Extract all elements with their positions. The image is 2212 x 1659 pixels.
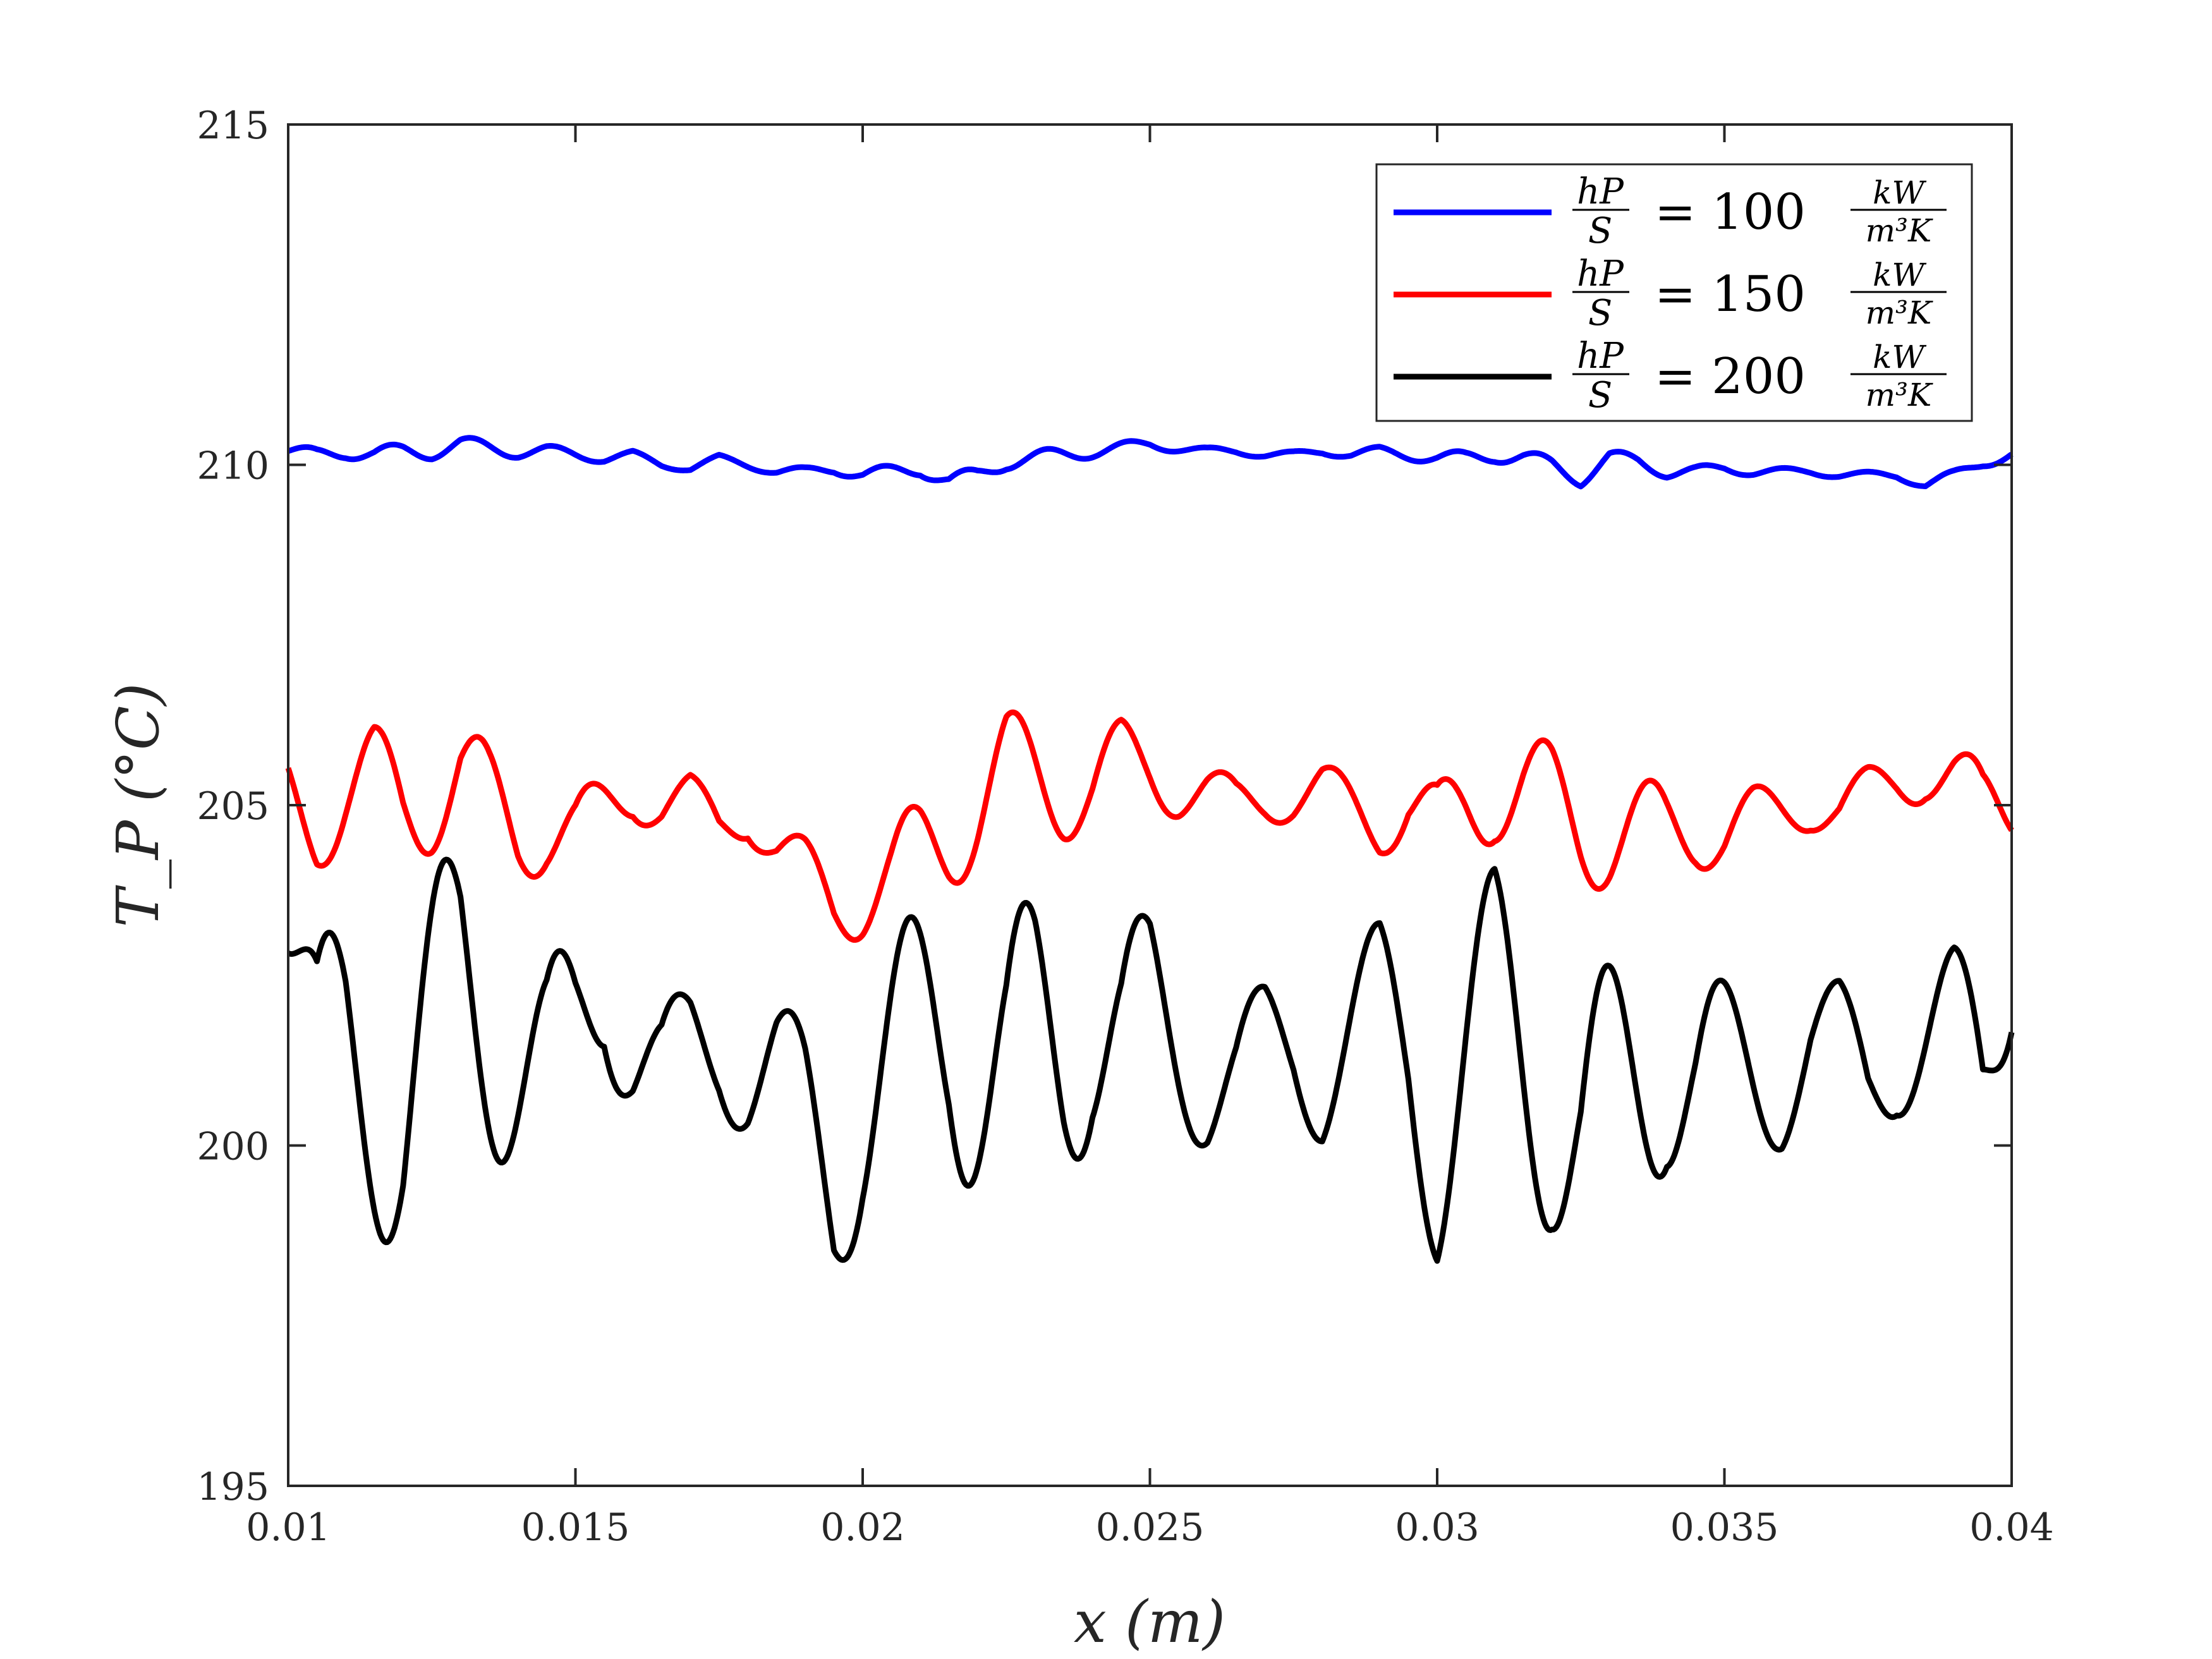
- legend-frac-den: S: [1588, 375, 1612, 416]
- legend-unit-den: m³K: [1866, 377, 1933, 413]
- x-tick-label: 0.02: [820, 1505, 905, 1550]
- x-tick-label: 0.01: [246, 1505, 331, 1550]
- legend-unit-num: kW: [1873, 174, 1926, 211]
- legend-frac-den: S: [1588, 210, 1612, 252]
- legend-unit-den: m³K: [1866, 212, 1933, 249]
- legend-value: = 100: [1655, 184, 1806, 241]
- y-tick-label: 215: [197, 104, 269, 148]
- legend-frac-den: S: [1588, 293, 1612, 334]
- series-line-100: [286, 435, 2014, 490]
- legend-frac-num: hP: [1577, 171, 1624, 212]
- legend-value: = 200: [1655, 348, 1806, 405]
- x-tick-label: 0.035: [1670, 1505, 1779, 1550]
- legend-unit-num: kW: [1873, 257, 1926, 293]
- series-layer: [285, 435, 2015, 1264]
- legend-unit-den: m³K: [1866, 295, 1933, 331]
- x-tick-label: 0.04: [1969, 1505, 2054, 1550]
- legend-value: = 150: [1655, 266, 1806, 323]
- x-axis: 0.01 0.015 0.02 0.025 0.03 0.035 0.04: [246, 125, 2054, 1550]
- y-axis: 195 200 205 210 215: [197, 104, 2012, 1509]
- series-line-200: [286, 856, 2015, 1264]
- x-tick-label: 0.025: [1096, 1505, 1205, 1550]
- y-tick-label: 200: [197, 1125, 269, 1169]
- x-tick-label: 0.015: [521, 1505, 630, 1550]
- y-tick-label: 195: [197, 1465, 269, 1509]
- y-axis-title: T_P (°C): [104, 683, 172, 928]
- legend-frac-num: hP: [1577, 336, 1624, 377]
- legend-frac-num: hP: [1577, 253, 1624, 295]
- y-tick-label: 210: [197, 444, 269, 489]
- legend-unit-num: kW: [1873, 339, 1926, 375]
- x-axis-title: x (m): [1074, 1588, 1225, 1656]
- y-tick-label: 205: [197, 784, 269, 829]
- x-tick-label: 0.03: [1395, 1505, 1480, 1550]
- series-line-150: [285, 709, 2014, 943]
